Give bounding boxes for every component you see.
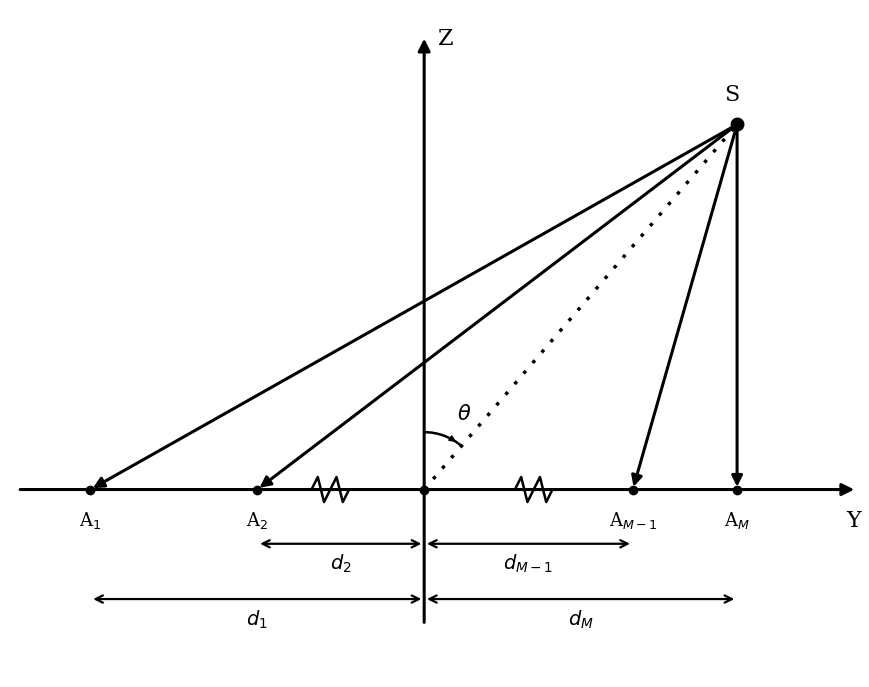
Text: $\theta$: $\theta$ [456,405,470,425]
Text: A$_M$: A$_M$ [723,510,749,531]
Text: Z: Z [437,28,453,50]
Text: A$_2$: A$_2$ [246,510,268,531]
Text: $d_2$: $d_2$ [329,553,351,576]
Text: Y: Y [846,510,860,532]
Text: $d_M$: $d_M$ [567,609,593,631]
Text: S: S [723,84,739,106]
Text: A$_1$: A$_1$ [79,510,102,531]
Text: $d_1$: $d_1$ [246,609,268,631]
Text: A$_{M-1}$: A$_{M-1}$ [607,510,656,531]
Text: $d_{M-1}$: $d_{M-1}$ [503,553,553,576]
